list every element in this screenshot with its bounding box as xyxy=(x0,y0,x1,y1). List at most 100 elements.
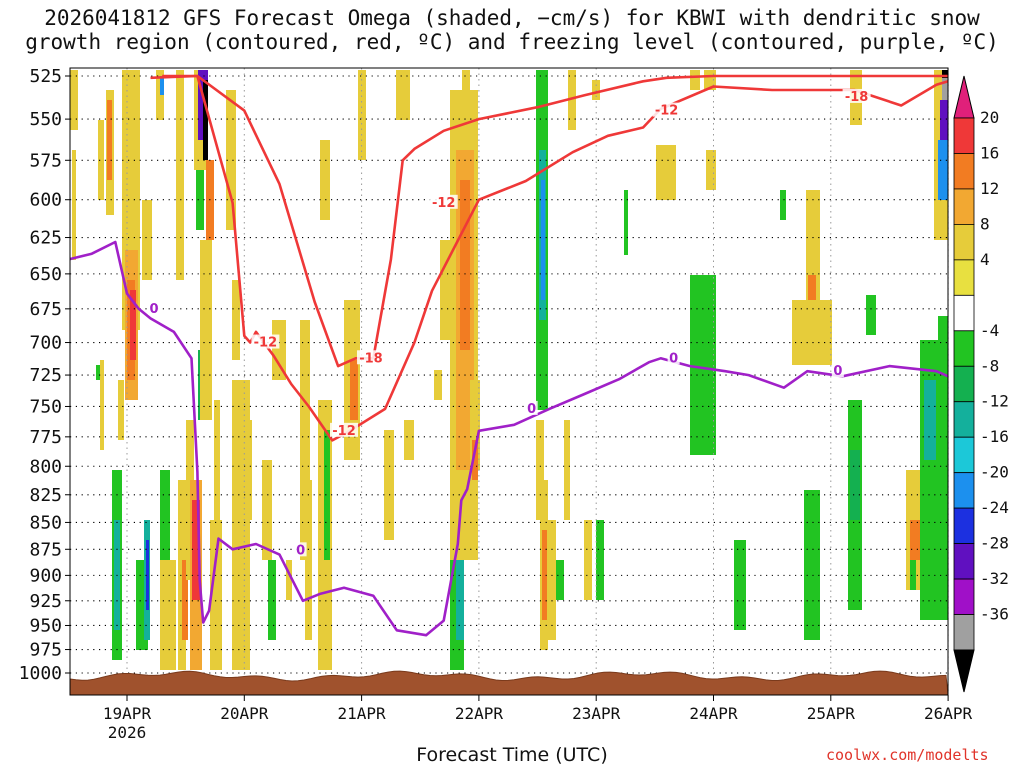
omega-cell-20 xyxy=(160,470,170,560)
omega-cell-78 xyxy=(568,70,576,130)
omega-cell-22 xyxy=(176,70,184,280)
contour-label-bg-2-0 xyxy=(356,350,385,365)
omega-cell-53 xyxy=(358,70,366,160)
omega-cell-17 xyxy=(142,200,152,280)
omega-cell-99 xyxy=(910,520,920,560)
omega-cell-56 xyxy=(404,420,414,460)
colorbar-bottom-arrow xyxy=(953,649,975,693)
y-tick-label-625: 625 xyxy=(29,228,62,249)
y-tick-label-850: 850 xyxy=(29,512,62,533)
colorbar-top-arrow xyxy=(953,75,975,119)
colorbar-cell-3 xyxy=(953,223,975,261)
omega-cell-38 xyxy=(232,280,240,360)
colorbar-label-13: -36 xyxy=(980,605,1009,624)
omega-cell-9 xyxy=(118,380,124,440)
omega-cell-16 xyxy=(146,540,149,610)
colorbar-cell-2 xyxy=(953,188,975,225)
omega-cell-89 xyxy=(792,300,832,365)
omega-cell-30 xyxy=(203,80,208,160)
colorbar-cell-7 xyxy=(953,365,975,403)
y-tick-label-525: 525 xyxy=(29,66,62,87)
contour-line-1 xyxy=(150,74,948,442)
omega-cell-3 xyxy=(100,360,104,450)
y-tick-label-700: 700 xyxy=(29,333,62,354)
omega-cell-74 xyxy=(556,560,564,600)
omega-cell-47 xyxy=(305,480,312,640)
colorbar-label-2: 12 xyxy=(980,179,999,198)
y-tick-label-550: 550 xyxy=(29,109,62,130)
colorbar-label-4: 4 xyxy=(980,250,990,269)
contour-label-0-4: 0 xyxy=(833,364,842,379)
credit-link[interactable]: coolwx.com/modelts xyxy=(826,746,989,764)
colorbar-label-0: 20 xyxy=(980,108,999,127)
omega-cell-76 xyxy=(584,520,592,600)
contour-label-2-1: -18 xyxy=(845,90,869,105)
chart-title: 2026041812 GFS Forecast Omega (shaded, −… xyxy=(0,6,1024,54)
x-tick-label-20APR: 20APR xyxy=(220,704,269,723)
y-tick-label-950: 950 xyxy=(29,615,62,636)
colorbar: 20 16 12 8 4 -4 -8 -12 -16 -20 -24 -28 -32 -36 xyxy=(953,75,1009,693)
colorbar-cell-14 xyxy=(953,614,975,651)
y-tick-label-725: 725 xyxy=(29,365,62,386)
omega-cell-4 xyxy=(96,365,100,380)
omega-cell-50 xyxy=(320,140,330,220)
x-tick-year-19APR: 2026 xyxy=(108,723,147,742)
colorbar-cell-9 xyxy=(953,436,975,474)
colorbar-label-11: -28 xyxy=(980,534,1009,553)
omega-cell-108 xyxy=(942,70,948,78)
contour-label-bg-2-1 xyxy=(842,88,871,103)
ground-layer xyxy=(70,670,948,695)
omega-cell-37 xyxy=(226,90,236,230)
contour-line-2 xyxy=(162,74,948,368)
colorbar-cell-6 xyxy=(953,330,975,367)
omega-cell-86 xyxy=(694,290,712,440)
omega-cell-82 xyxy=(690,70,700,90)
y-tick-label-875: 875 xyxy=(29,539,62,560)
omega-cell-97 xyxy=(866,295,876,335)
colorbar-label-3: 8 xyxy=(980,214,990,233)
colorbar-label-10: -24 xyxy=(980,498,1009,517)
omega-cell-94 xyxy=(850,450,860,520)
omega-shading-layer xyxy=(70,70,948,670)
x-axis-title: Forecast Time (UTC) xyxy=(416,744,608,766)
colorbar-label-6: -8 xyxy=(980,356,999,375)
chart-title-line-2: growth region (contoured, red, ºC) and f… xyxy=(25,30,999,54)
contour-label-bg-0-1 xyxy=(294,542,307,557)
y-tick-label-775: 775 xyxy=(29,427,62,448)
omega-cell-77 xyxy=(596,520,604,600)
colorbar-cell-0 xyxy=(953,117,975,154)
omega-cell-92 xyxy=(804,490,820,640)
omega-cell-65 xyxy=(470,380,480,470)
omega-cell-19 xyxy=(160,76,164,95)
omega-cell-54 xyxy=(384,430,394,540)
contour-label-1-2: -12 xyxy=(432,196,456,211)
chart-title-line-1: 2026041812 GFS Forecast Omega (shaded, −… xyxy=(44,6,980,30)
contour-label-0-1: 0 xyxy=(296,543,305,558)
colorbar-cell-4 xyxy=(953,259,975,296)
omega-cell-107 xyxy=(942,76,948,100)
x-tick-label-25APR: 25APR xyxy=(807,704,856,723)
colorbar-cell-1 xyxy=(953,153,975,190)
omega-cell-31 xyxy=(196,170,204,230)
omega-cell-64 xyxy=(462,70,470,130)
omega-cell-75 xyxy=(564,420,570,520)
omega-cell-1 xyxy=(72,150,76,260)
omega-cell-40 xyxy=(244,420,252,520)
colorbar-label-8: -16 xyxy=(980,427,1009,446)
x-tick-label-21APR: 21APR xyxy=(338,704,387,723)
y-tick-label-975: 975 xyxy=(29,640,62,661)
omega-cell-91 xyxy=(808,275,816,300)
contour-label-2-0: -18 xyxy=(359,351,383,366)
omega-cell-60 xyxy=(456,540,464,640)
y-tick-label-650: 650 xyxy=(29,264,62,285)
contour-label-0-0: 0 xyxy=(149,302,158,317)
y-tick-label-600: 600 xyxy=(29,190,62,211)
omega-cell-88 xyxy=(780,190,786,220)
omega-cell-105 xyxy=(938,140,948,200)
omega-cell-66 xyxy=(472,440,478,480)
contour-label-1-3: -12 xyxy=(655,104,679,119)
y-tick-label-825: 825 xyxy=(29,485,62,506)
contour-label-bg-1-2 xyxy=(429,194,458,209)
omega-cell-52 xyxy=(350,360,358,420)
